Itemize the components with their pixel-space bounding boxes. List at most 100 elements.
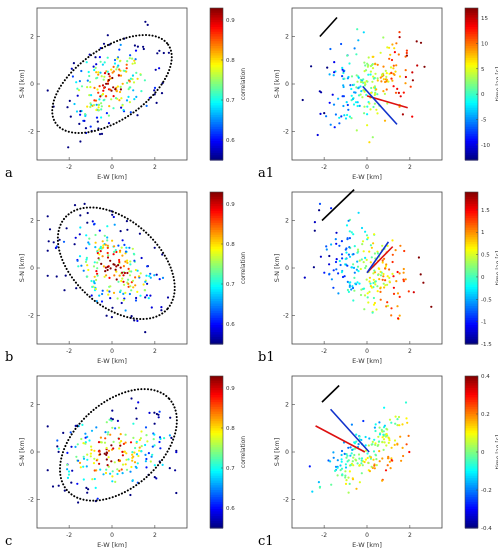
data-point: [355, 74, 358, 77]
data-point: [340, 467, 344, 470]
data-point: [146, 23, 149, 26]
data-point: [156, 52, 159, 55]
data-point: [105, 421, 108, 424]
data-point: [128, 80, 131, 83]
colorbar-segment: [210, 8, 223, 11]
data-point: [137, 454, 140, 458]
colorbar-segment: [465, 287, 478, 290]
data-point: [394, 70, 397, 73]
data-point: [393, 443, 396, 446]
colorbar-segment: [210, 468, 223, 472]
direction-line: [315, 425, 366, 453]
data-point: [390, 457, 393, 460]
data-point: [106, 34, 109, 37]
data-point: [102, 78, 105, 81]
data-point: [352, 456, 355, 459]
data-point: [390, 58, 394, 62]
data-point: [354, 101, 358, 104]
colorbar-segment: [210, 336, 223, 340]
data-point: [354, 282, 357, 285]
colorbar-segment: [465, 402, 478, 406]
data-point: [116, 297, 119, 300]
data-point: [109, 472, 112, 475]
colorbar-segment: [465, 504, 478, 508]
colorbar-tick-label: 0.4: [481, 374, 490, 380]
panel-label: c: [5, 534, 12, 549]
data-point: [346, 77, 349, 80]
data-point: [66, 463, 69, 466]
data-point: [122, 69, 125, 72]
data-point: [386, 457, 390, 460]
data-point: [355, 53, 358, 56]
data-point: [146, 440, 149, 443]
data-point: [90, 448, 93, 451]
data-point: [396, 87, 399, 90]
data-point: [46, 89, 49, 92]
colorbar-segment: [210, 383, 223, 387]
data-point: [369, 282, 372, 285]
data-point: [364, 64, 367, 67]
data-point: [382, 275, 385, 278]
data-point: [330, 278, 333, 281]
colorbar-segment: [465, 395, 478, 398]
data-point: [129, 285, 132, 288]
data-point: [364, 266, 367, 270]
data-point: [46, 425, 49, 428]
data-point: [366, 113, 369, 116]
data-point: [350, 94, 353, 97]
data-point: [98, 98, 101, 101]
colorbar-segment: [465, 390, 478, 394]
data-point: [341, 275, 345, 279]
colorbar-segment: [210, 399, 223, 403]
data-point: [396, 305, 399, 308]
data-point: [145, 434, 148, 437]
data-point: [115, 270, 118, 273]
colorbar-segment: [465, 425, 478, 429]
data-point: [377, 435, 380, 438]
data-point: [118, 48, 121, 51]
data-point: [404, 69, 407, 72]
data-point: [383, 286, 386, 289]
data-point: [72, 62, 75, 65]
data-point: [119, 444, 122, 447]
data-point: [356, 104, 359, 108]
data-point: [391, 43, 394, 46]
y-tick-label: 0: [285, 449, 289, 456]
colorbar-segment: [465, 138, 478, 142]
data-point: [355, 433, 358, 436]
data-point: [97, 73, 100, 76]
colorbar-segment: [210, 253, 223, 257]
data-point: [363, 81, 366, 84]
data-point: [398, 36, 401, 39]
data-point: [342, 71, 345, 75]
data-point: [345, 456, 348, 459]
colorbar-segment: [210, 93, 223, 97]
plot-frame: [291, 191, 443, 345]
data-point: [372, 458, 375, 461]
data-point: [375, 108, 378, 111]
colorbar-segment: [465, 208, 478, 212]
data-point: [107, 431, 110, 434]
data-point: [366, 296, 369, 299]
data-point: [396, 418, 399, 421]
data-point: [382, 448, 385, 451]
colorbar-segment: [465, 17, 478, 21]
colorbar-segment: [465, 218, 478, 222]
data-point: [103, 86, 106, 89]
data-point: [120, 106, 123, 109]
data-point: [99, 47, 102, 50]
data-point: [111, 480, 114, 483]
data-point: [356, 260, 359, 263]
colorbar-segment: [210, 492, 223, 496]
data-point: [360, 438, 363, 442]
data-point: [380, 80, 383, 83]
data-point: [368, 290, 371, 293]
data-point: [106, 289, 109, 292]
colorbar-tick-label: 0.8: [226, 58, 235, 64]
data-point: [144, 460, 147, 463]
data-point: [130, 270, 133, 273]
colorbar-segment: [465, 291, 478, 295]
data-point: [120, 279, 123, 283]
